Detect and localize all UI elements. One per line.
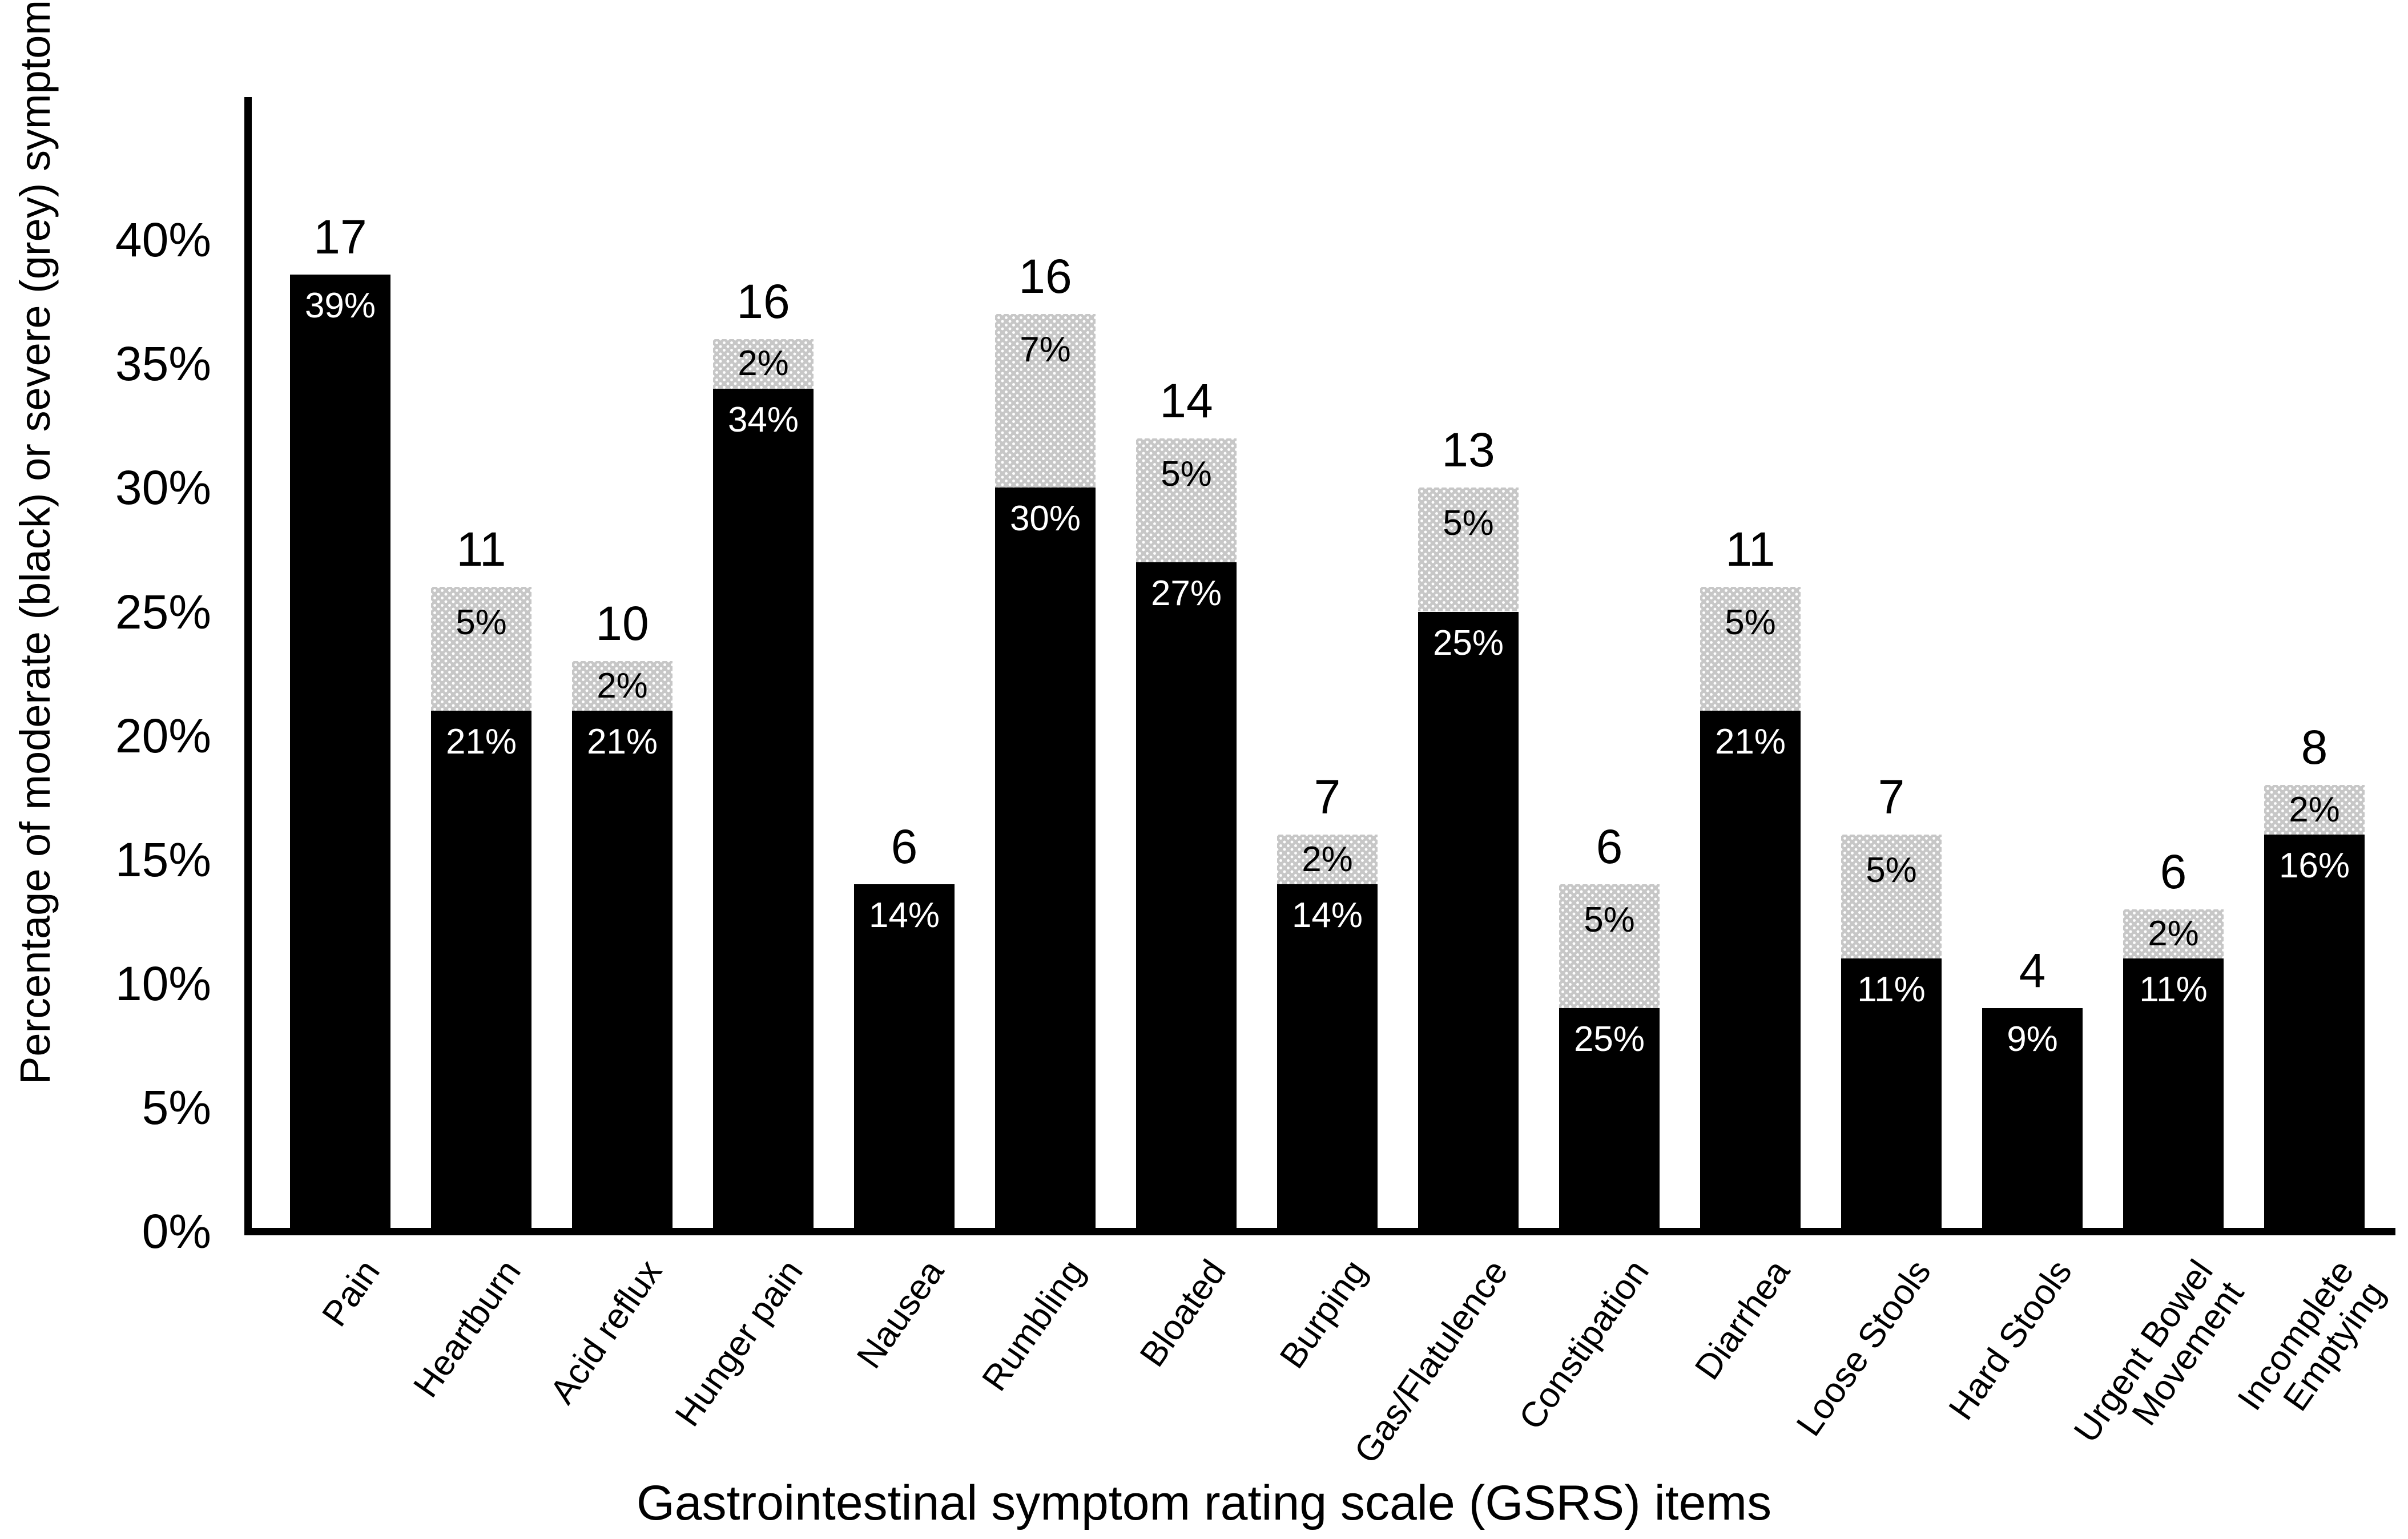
bar-11-count-label: 7 xyxy=(1878,770,1905,824)
bar-2-moderate-segment xyxy=(572,711,673,1231)
bar-12-moderate-label: 9% xyxy=(2007,1020,2058,1059)
bar-8-moderate-label: 25% xyxy=(1432,623,1504,663)
bar-11-moderate-label: 11% xyxy=(1857,970,1926,1010)
bar-8-moderate-segment xyxy=(1418,611,1519,1231)
bar-3-moderate-segment xyxy=(713,388,814,1231)
bar-6-severe-label: 5% xyxy=(1161,454,1212,494)
bar-3-severe-label: 2% xyxy=(738,344,789,384)
bar-1-severe-segment xyxy=(431,587,531,711)
bar-9-severe-segment xyxy=(1559,884,1660,1009)
bar-13-count-label: 6 xyxy=(2160,844,2187,899)
bar-8-count-label: 13 xyxy=(1441,423,1495,477)
bar-8-severe-segment xyxy=(1418,488,1519,612)
bar-4-moderate-label: 14% xyxy=(868,896,940,936)
bar-6-count-label: 14 xyxy=(1159,373,1213,428)
bar-13-severe-label: 2% xyxy=(2148,913,2199,953)
bar-1-moderate-segment xyxy=(431,711,531,1231)
bar-6-moderate-segment xyxy=(1136,562,1237,1231)
bar-5-moderate-segment xyxy=(995,488,1096,1231)
bar-4-moderate-segment xyxy=(854,884,955,1231)
bar-10-moderate-label: 21% xyxy=(1714,722,1786,762)
bar-0-moderate-label: 39% xyxy=(304,285,376,325)
bar-5-severe-label: 7% xyxy=(1020,330,1071,370)
bar-2-severe-label: 2% xyxy=(597,666,648,706)
y-tick-label-10: 10% xyxy=(115,956,211,1010)
bar-3-count-label: 16 xyxy=(736,274,790,328)
y-tick-label-20: 20% xyxy=(115,708,211,763)
bar-6-severe-segment xyxy=(1136,438,1237,562)
x-axis-title: Gastrointestinal symptom rating scale (G… xyxy=(636,1476,1772,1530)
bar-13-moderate-label: 11% xyxy=(2139,970,2208,1010)
bar-10-severe-label: 5% xyxy=(1725,603,1776,643)
bar-9-moderate-label: 25% xyxy=(1573,1020,1645,1059)
bar-10-count-label: 11 xyxy=(1725,522,1775,577)
bar-2-moderate-label: 21% xyxy=(586,722,658,762)
bar-11-moderate-segment xyxy=(1841,958,1942,1231)
bar-0-count-label: 17 xyxy=(313,210,367,264)
bar-9-severe-label: 5% xyxy=(1584,900,1635,940)
bar-10-moderate-segment xyxy=(1700,711,1801,1231)
bar-11-severe-label: 5% xyxy=(1866,851,1917,891)
bar-9-moderate-segment xyxy=(1559,1008,1660,1231)
bar-1-moderate-label: 21% xyxy=(445,722,517,762)
bar-14-count-label: 8 xyxy=(2301,720,2328,775)
y-tick-label-0: 0% xyxy=(142,1204,211,1258)
bar-12-moderate-segment xyxy=(1982,1008,2083,1231)
y-tick-label-5: 5% xyxy=(142,1080,211,1134)
y-tick-label-15: 15% xyxy=(115,832,211,887)
bar-8-severe-label: 5% xyxy=(1443,503,1494,543)
bar-2-count-label: 10 xyxy=(595,597,649,651)
bar-14-severe-label: 2% xyxy=(2289,789,2340,829)
bar-2-severe-segment xyxy=(572,661,673,711)
bar-0-moderate-segment xyxy=(290,274,390,1231)
bar-3-severe-segment xyxy=(713,339,814,389)
bar-6-moderate-label: 27% xyxy=(1150,573,1222,613)
bar-7-severe-label: 2% xyxy=(1302,839,1353,879)
bar-14-moderate-label: 16% xyxy=(2278,846,2350,886)
y-axis-line xyxy=(244,97,252,1235)
y-tick-label-30: 30% xyxy=(115,461,211,515)
bar-3-moderate-label: 34% xyxy=(727,400,799,440)
bar-5-severe-segment xyxy=(995,314,1096,488)
y-tick-label-35: 35% xyxy=(115,337,211,391)
bar-11-severe-segment xyxy=(1841,835,1942,959)
bar-7-moderate-segment xyxy=(1277,884,1378,1231)
bar-12-count-label: 4 xyxy=(2019,944,2046,998)
bar-1-severe-label: 5% xyxy=(456,603,507,643)
bar-4-count-label: 6 xyxy=(891,820,918,874)
bar-13-severe-segment xyxy=(2123,909,2224,959)
bar-7-moderate-label: 14% xyxy=(1291,896,1363,936)
bar-5-moderate-label: 30% xyxy=(1009,499,1081,539)
bar-5-count-label: 16 xyxy=(1018,249,1072,304)
bar-14-moderate-segment xyxy=(2264,835,2365,1231)
y-tick-label-40: 40% xyxy=(115,213,211,267)
bar-9-count-label: 6 xyxy=(1596,820,1623,874)
bar-14-severe-segment xyxy=(2264,785,2365,835)
bar-7-count-label: 7 xyxy=(1314,770,1341,824)
bar-10-severe-segment xyxy=(1700,587,1801,711)
bar-7-severe-segment xyxy=(1277,835,1378,885)
y-tick-label-25: 25% xyxy=(115,585,211,639)
bar-1-count-label: 11 xyxy=(456,522,506,577)
y-axis-title: Percentage of moderate (black) or severe… xyxy=(11,0,59,1085)
bar-13-moderate-segment xyxy=(2123,958,2224,1231)
